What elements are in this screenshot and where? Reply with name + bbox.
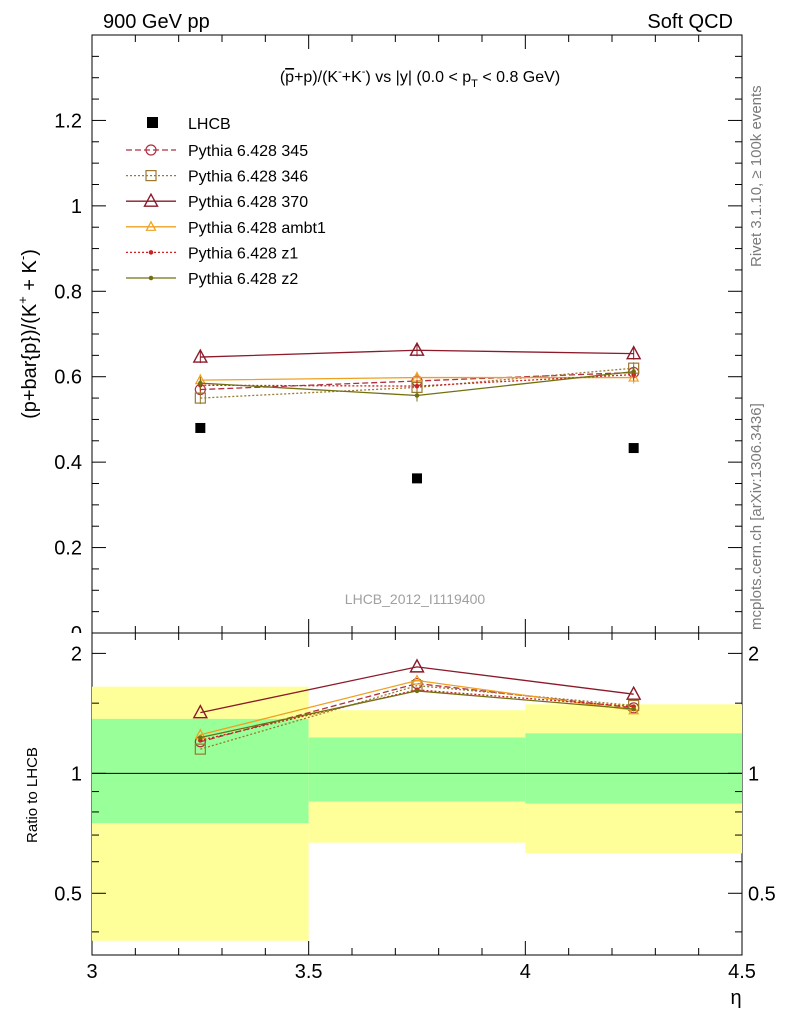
- header-left: 900 GeV pp: [103, 11, 210, 33]
- ratio-band-green: [308, 737, 526, 802]
- legend-marker: [148, 275, 154, 281]
- ratio-y-tick-label-right: 2: [748, 643, 759, 665]
- analysis-watermark: LHCB_2012_I1119400: [345, 591, 486, 607]
- main-series-point: [414, 383, 420, 389]
- main-y-tick-label-zero: 0: [71, 623, 82, 645]
- ratio-series-point: [194, 743, 206, 755]
- ratio-plot-panel: 0.5 0.5 1 1 2 2 3 3.5 4 4.5 Ratio to LHCB η: [24, 632, 776, 1009]
- rivet-label: Rivet 3.1.10, ≥ 100k events: [748, 85, 765, 267]
- ratio-series-point: [631, 706, 636, 712]
- legend-label: Pythia 6.428 345: [188, 143, 308, 160]
- data-point-lhcb: [412, 473, 422, 484]
- main-series-point: [628, 371, 640, 382]
- legend-marker: [148, 250, 154, 255]
- ratio-series-point: [411, 674, 423, 685]
- main-series-point: [414, 393, 420, 398]
- main-series-point: [625, 345, 642, 360]
- main-series-point: [194, 392, 206, 404]
- main-y-tick-label: 0.8: [54, 281, 82, 303]
- main-plot-panel: 0.2 0.4 0.6 0.8 1 1.2 0 (p+p)/(K-+K-) vs |y| (…: [15, 34, 743, 645]
- ratio-y-tick-label-left: 0.5: [54, 883, 82, 905]
- legend-marker: [143, 192, 159, 207]
- ratio-series-point: [198, 735, 203, 740]
- ratio-series-point: [409, 658, 425, 673]
- main-series-group: [192, 341, 642, 405]
- legend-marker: [145, 144, 157, 156]
- header-right: Soft QCD: [647, 11, 733, 33]
- x-tick-label: 3.5: [295, 961, 323, 983]
- data-point-lhcb: [195, 422, 206, 433]
- main-y-axis-label: (p+bar{p})/(K+ + K-): [15, 249, 41, 419]
- ratio-y-axis-label: Ratio to LHCB: [24, 747, 41, 843]
- main-series-point: [631, 369, 636, 374]
- ratio-series-point: [625, 685, 642, 700]
- ratio-y-tick-label-left: 2: [71, 643, 82, 665]
- x-tick-label: 4: [520, 961, 531, 983]
- main-data-points: [195, 422, 639, 484]
- ratio-series-line: [200, 684, 634, 750]
- legend-marker: [145, 170, 157, 182]
- main-series-point: [198, 380, 203, 386]
- ratio-series-line: [200, 679, 634, 736]
- ratio-y-tick-label-right: 0.5: [748, 883, 776, 905]
- mcplots-label: mcplots.cern.ch [arXiv:1306.3436]: [748, 403, 765, 630]
- legend-marker: [145, 220, 157, 231]
- x-tick-label: 3: [86, 961, 97, 983]
- ratio-series-point: [192, 704, 209, 719]
- main-title: (p+p)/(K-+K-) vs |y| (0.0 < pT < 0.8 GeV…: [280, 66, 560, 90]
- x-axis-label: η: [730, 987, 741, 1009]
- x-tick-label: 4.5: [728, 961, 756, 983]
- ratio-y-tick-label-left: 1: [71, 763, 82, 785]
- legend-label: Pythia 6.428 ambt1: [188, 220, 326, 237]
- ratio-series-line: [200, 666, 634, 714]
- legend-marker-lhcb: [147, 117, 158, 128]
- main-ticks: 0.2 0.4 0.6 0.8 1 1.2 0: [54, 34, 743, 645]
- main-y-tick-label: 0.2: [54, 538, 82, 560]
- main-series-point: [409, 341, 425, 356]
- ratio-series-point: [414, 688, 420, 694]
- ratio-uncertainty-bands: [92, 686, 742, 941]
- ratio-ticks: 0.5 0.5 1 1 2 2 3 3.5 4 4.5: [54, 633, 776, 983]
- legend-label: Pythia 6.428 z1: [188, 245, 298, 262]
- ratio-y-tick-label-right: 1: [748, 763, 759, 785]
- data-point-lhcb: [628, 443, 639, 454]
- legend-label: Pythia 6.428 z2: [188, 271, 298, 288]
- main-y-tick-label: 0.4: [54, 452, 82, 474]
- ratio-series-group: [192, 658, 642, 755]
- legend-label: Pythia 6.428 346: [188, 169, 308, 186]
- legend-label-lhcb: LHCB: [188, 116, 231, 133]
- legend: LHCB Pythia 6.428 345 Pythia 6.428 346 Pyt…: [126, 116, 326, 288]
- main-series-point: [192, 348, 209, 363]
- main-y-tick-label: 1.2: [54, 110, 82, 132]
- main-y-tick-label: 1: [71, 196, 82, 218]
- legend-label: Pythia 6.428 370: [188, 194, 308, 211]
- main-y-tick-label: 0.6: [54, 367, 82, 389]
- ratio-band-green: [525, 733, 742, 804]
